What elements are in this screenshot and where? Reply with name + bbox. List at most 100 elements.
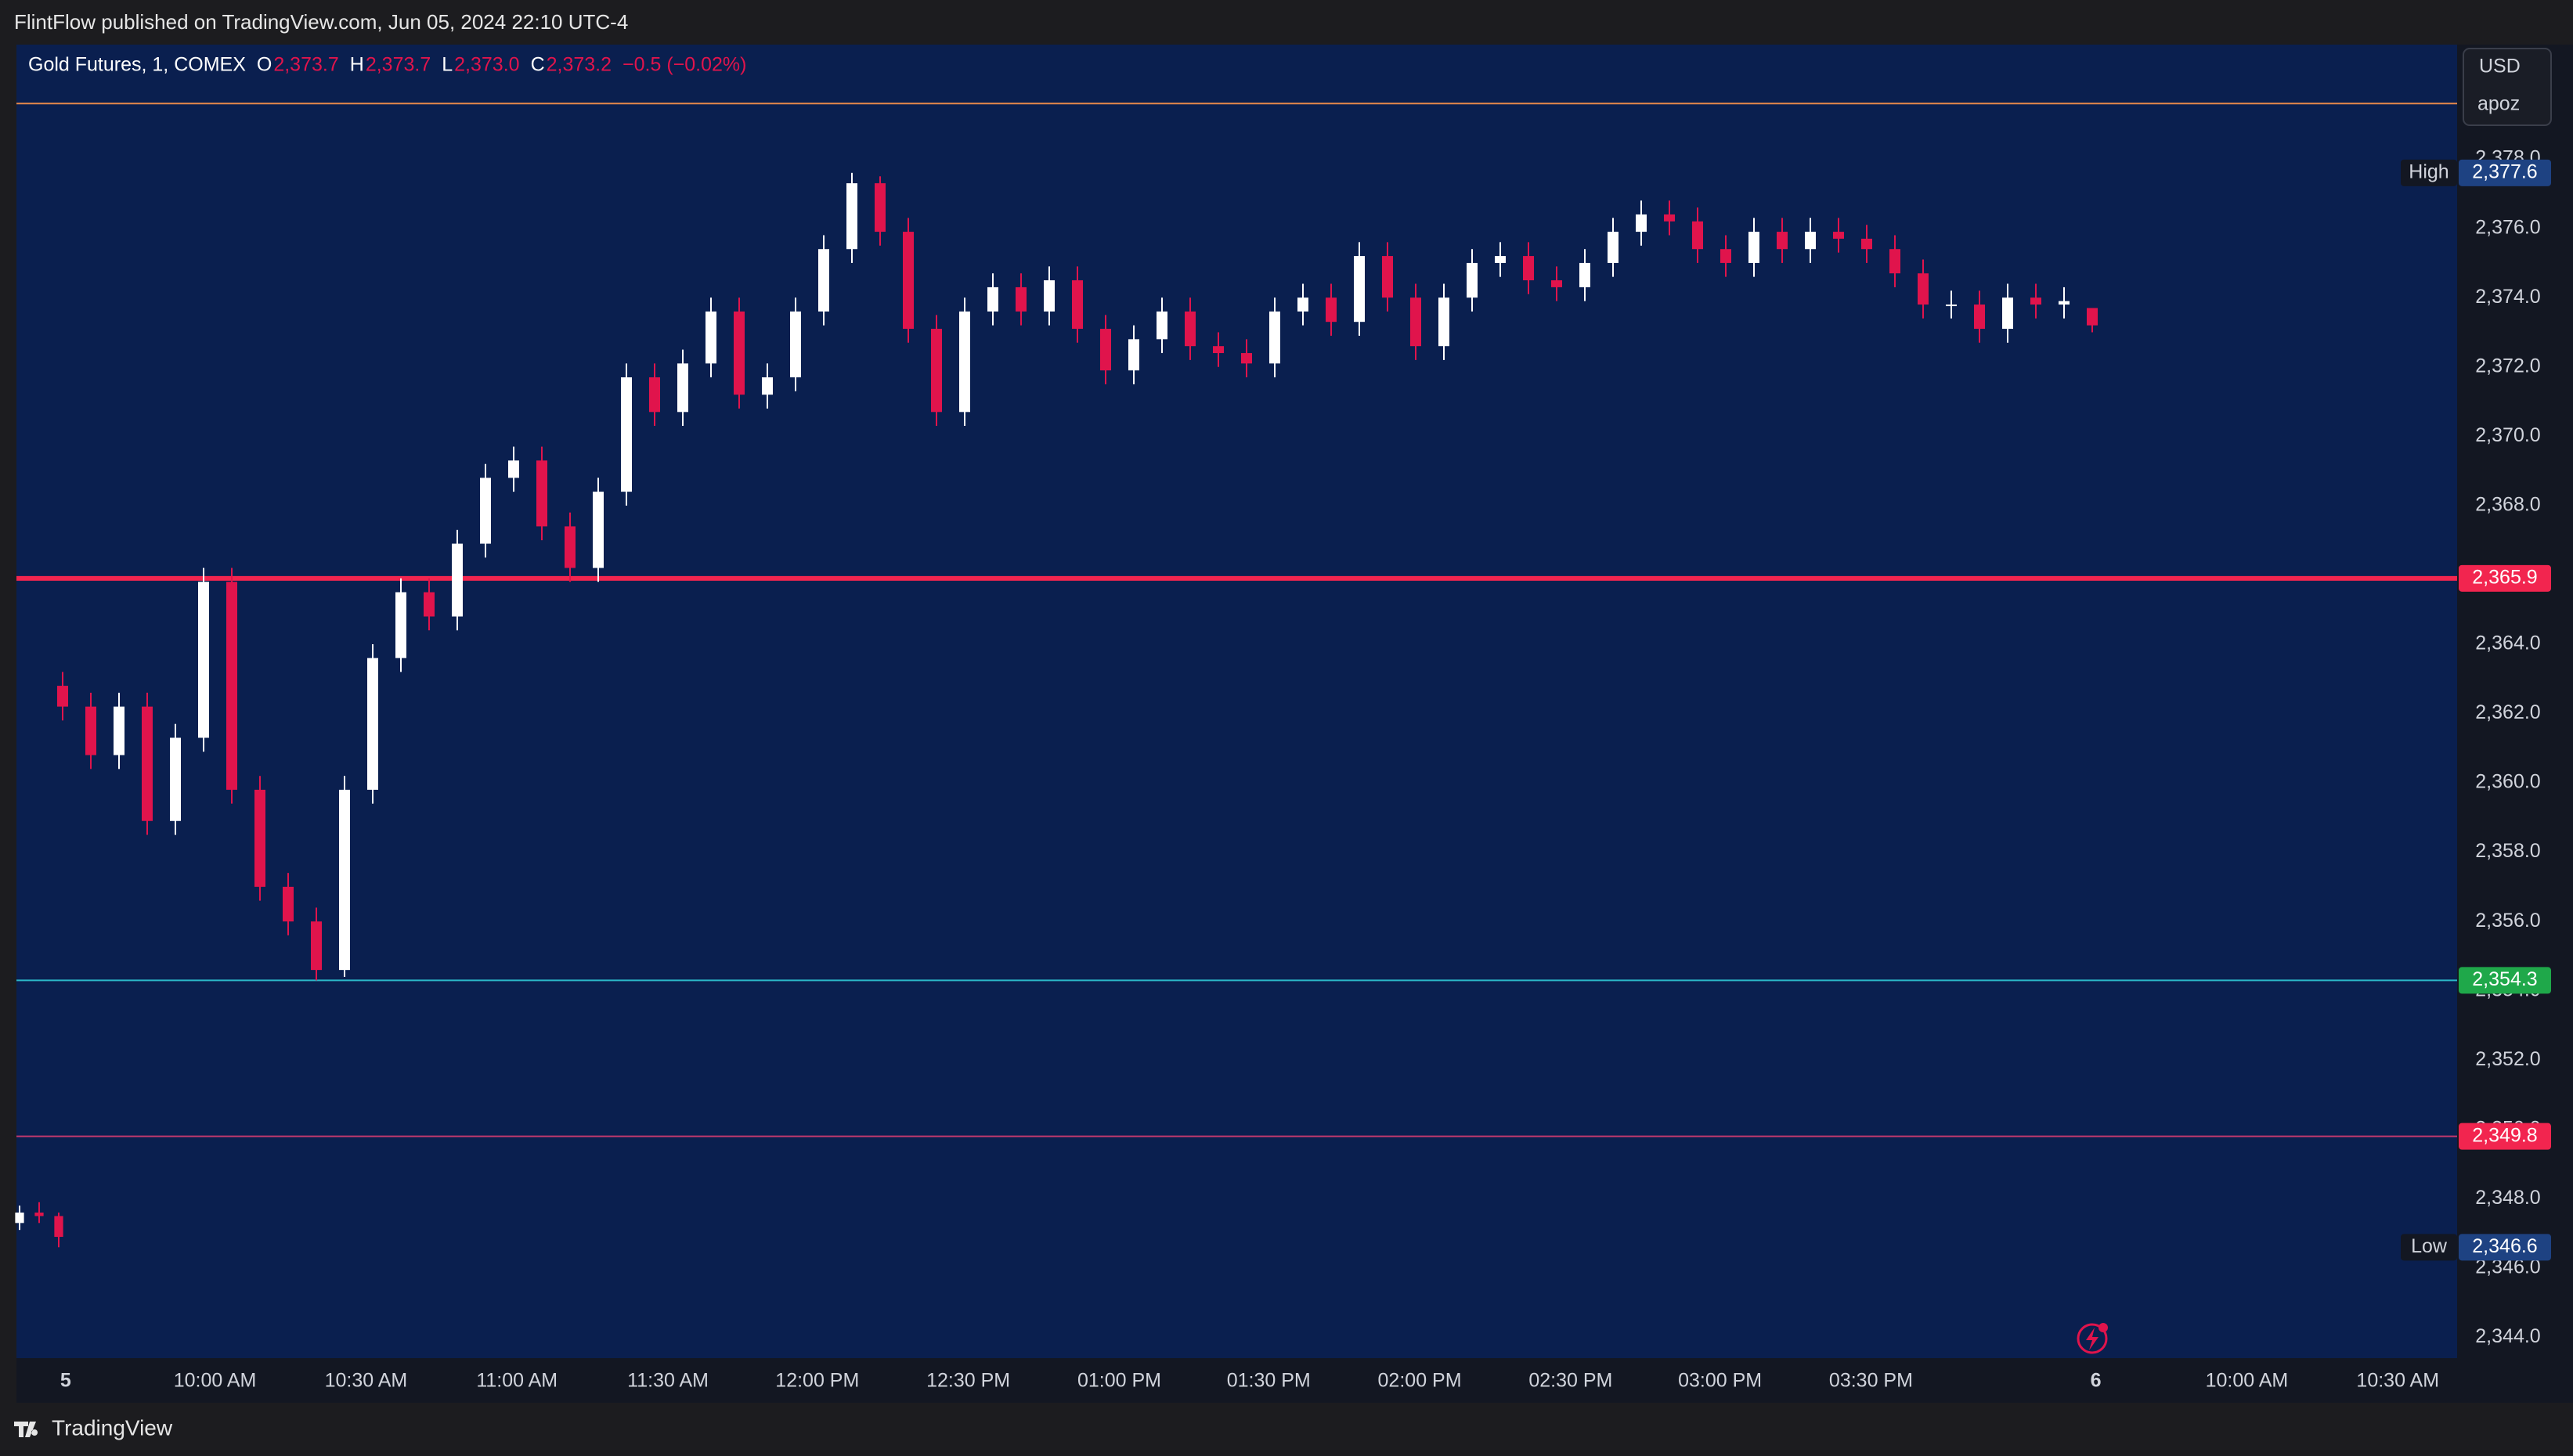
- price-label: 2,346.6: [2472, 1235, 2537, 1257]
- candle-body: [621, 377, 632, 492]
- price-label: 2,349.8: [2472, 1124, 2537, 1146]
- marker-name-box: [2401, 159, 2457, 186]
- candle-body: [734, 311, 745, 395]
- symbol-legend: Gold Futures, 1, COMEX O 2,373.7 H 2,373.7 L 2…: [28, 54, 746, 76]
- candle-body: [114, 706, 125, 755]
- currency[interactable]: USD: [2479, 56, 2521, 77]
- candle-body: [367, 658, 378, 790]
- candle-body: [1297, 297, 1308, 312]
- candle-body: [1128, 339, 1139, 371]
- y-tick-label: 2,358.0: [2475, 840, 2540, 862]
- x-tick-label: 02:30 PM: [1528, 1370, 1612, 1392]
- price-label: 2,354.3: [2472, 968, 2537, 990]
- y-tick-label: 2,376.0: [2475, 216, 2540, 238]
- alert-icon[interactable]: [2077, 1323, 2108, 1354]
- scale-mode[interactable]: apoz: [2477, 93, 2520, 115]
- time-axis: [16, 1358, 2457, 1403]
- legend-text: H: [350, 54, 364, 76]
- price-label-box: [2459, 159, 2551, 186]
- x-tick-label: 10:30 AM: [2356, 1370, 2439, 1392]
- candle-body: [1354, 256, 1365, 323]
- candle-body: [875, 183, 886, 232]
- price-axis: [2457, 45, 2573, 1403]
- x-tick-label: 03:00 PM: [1678, 1370, 1762, 1392]
- y-tick-label: 2,348.0: [2475, 1187, 2540, 1209]
- candle-body: [762, 377, 773, 395]
- candle-body: [15, 1213, 24, 1224]
- x-tick-label: 02:00 PM: [1378, 1370, 1462, 1392]
- y-tick-label: 2,374.0: [2475, 286, 2540, 308]
- candle-body: [1100, 329, 1111, 371]
- candle-body: [1072, 280, 1083, 330]
- marker-name: High: [2409, 160, 2448, 182]
- candle-body: [1918, 273, 1929, 305]
- candle-body: [1833, 232, 1844, 239]
- candle-body: [677, 363, 688, 413]
- candle-body: [1495, 256, 1506, 263]
- legend-text: 2,373.2: [547, 54, 612, 76]
- candle-body: [846, 183, 857, 250]
- candle-body: [1467, 262, 1478, 298]
- y-tick-label: 2,368.0: [2475, 493, 2540, 515]
- x-tick-label: 11:30 AM: [627, 1370, 709, 1392]
- x-tick-label: 10:00 AM: [2206, 1370, 2289, 1392]
- candle-body: [1692, 221, 1703, 250]
- candle-body: [1523, 256, 1534, 281]
- y-tick-label: 2,360.0: [2475, 771, 2540, 793]
- candle-body: [818, 249, 829, 312]
- candle-body: [57, 686, 68, 707]
- candle-body: [649, 377, 660, 413]
- candle-body: [226, 582, 237, 790]
- price-label: 2,377.6: [2472, 160, 2537, 182]
- candle-body: [1044, 280, 1055, 312]
- candle-body: [1213, 346, 1224, 354]
- y-tick-label: 2,352.0: [2475, 1048, 2540, 1070]
- candle-body: [1946, 305, 1957, 307]
- candle-body: [1410, 297, 1421, 347]
- candle-body: [142, 706, 153, 821]
- legend-text: 2,373.7: [273, 54, 338, 76]
- legend-text: 2,373.7: [366, 54, 431, 76]
- chart-panel: [16, 45, 2457, 1358]
- y-tick-label: 2,344.0: [2475, 1325, 2540, 1347]
- y-tick-label: 2,364.0: [2475, 632, 2540, 654]
- candle-body: [1636, 214, 1647, 232]
- brand: [14, 1422, 38, 1437]
- legend-text: Gold Futures, 1, COMEX: [28, 54, 246, 76]
- x-tick-label: 6: [2091, 1370, 2102, 1392]
- scale-box[interactable]: [2463, 48, 2552, 126]
- candle-body: [2030, 297, 2041, 305]
- x-tick-label: 12:00 PM: [775, 1370, 859, 1392]
- candle-body: [54, 1216, 63, 1238]
- candle-body: [1269, 311, 1280, 364]
- y-tick-label: 2,356.0: [2475, 910, 2540, 932]
- candle-body: [987, 287, 998, 312]
- price-label-box: [2459, 1123, 2551, 1150]
- x-tick-label: 03:30 PM: [1829, 1370, 1913, 1392]
- candle-body: [1777, 232, 1788, 250]
- price-label-box: [2459, 564, 2551, 592]
- candle-body: [34, 1213, 44, 1216]
- candle-body: [1748, 232, 1759, 263]
- marker-name-box: [2401, 1234, 2457, 1261]
- candle-body: [283, 886, 294, 922]
- candle-body: [1579, 262, 1590, 287]
- candle-body: [1805, 232, 1816, 250]
- candle-body: [1326, 297, 1337, 323]
- x-tick-label: 10:00 AM: [174, 1370, 257, 1392]
- x-tick-label: 11:00 AM: [476, 1370, 558, 1392]
- legend-text: 2,373.0: [454, 54, 519, 76]
- candle-body: [1861, 238, 1872, 250]
- x-tick-label: 01:00 PM: [1077, 1370, 1161, 1392]
- y-tick-label: 2,362.0: [2475, 701, 2540, 723]
- candle-body: [85, 706, 96, 755]
- publish-header: FlintFlow published on TradingView.com, …: [14, 10, 628, 34]
- candle-body: [790, 311, 801, 378]
- candle-body: [170, 737, 181, 821]
- candle-body: [1438, 297, 1449, 347]
- candle-body: [339, 789, 350, 971]
- legend-text: −0.5 (−0.02%): [622, 54, 746, 76]
- candle-body: [903, 232, 914, 330]
